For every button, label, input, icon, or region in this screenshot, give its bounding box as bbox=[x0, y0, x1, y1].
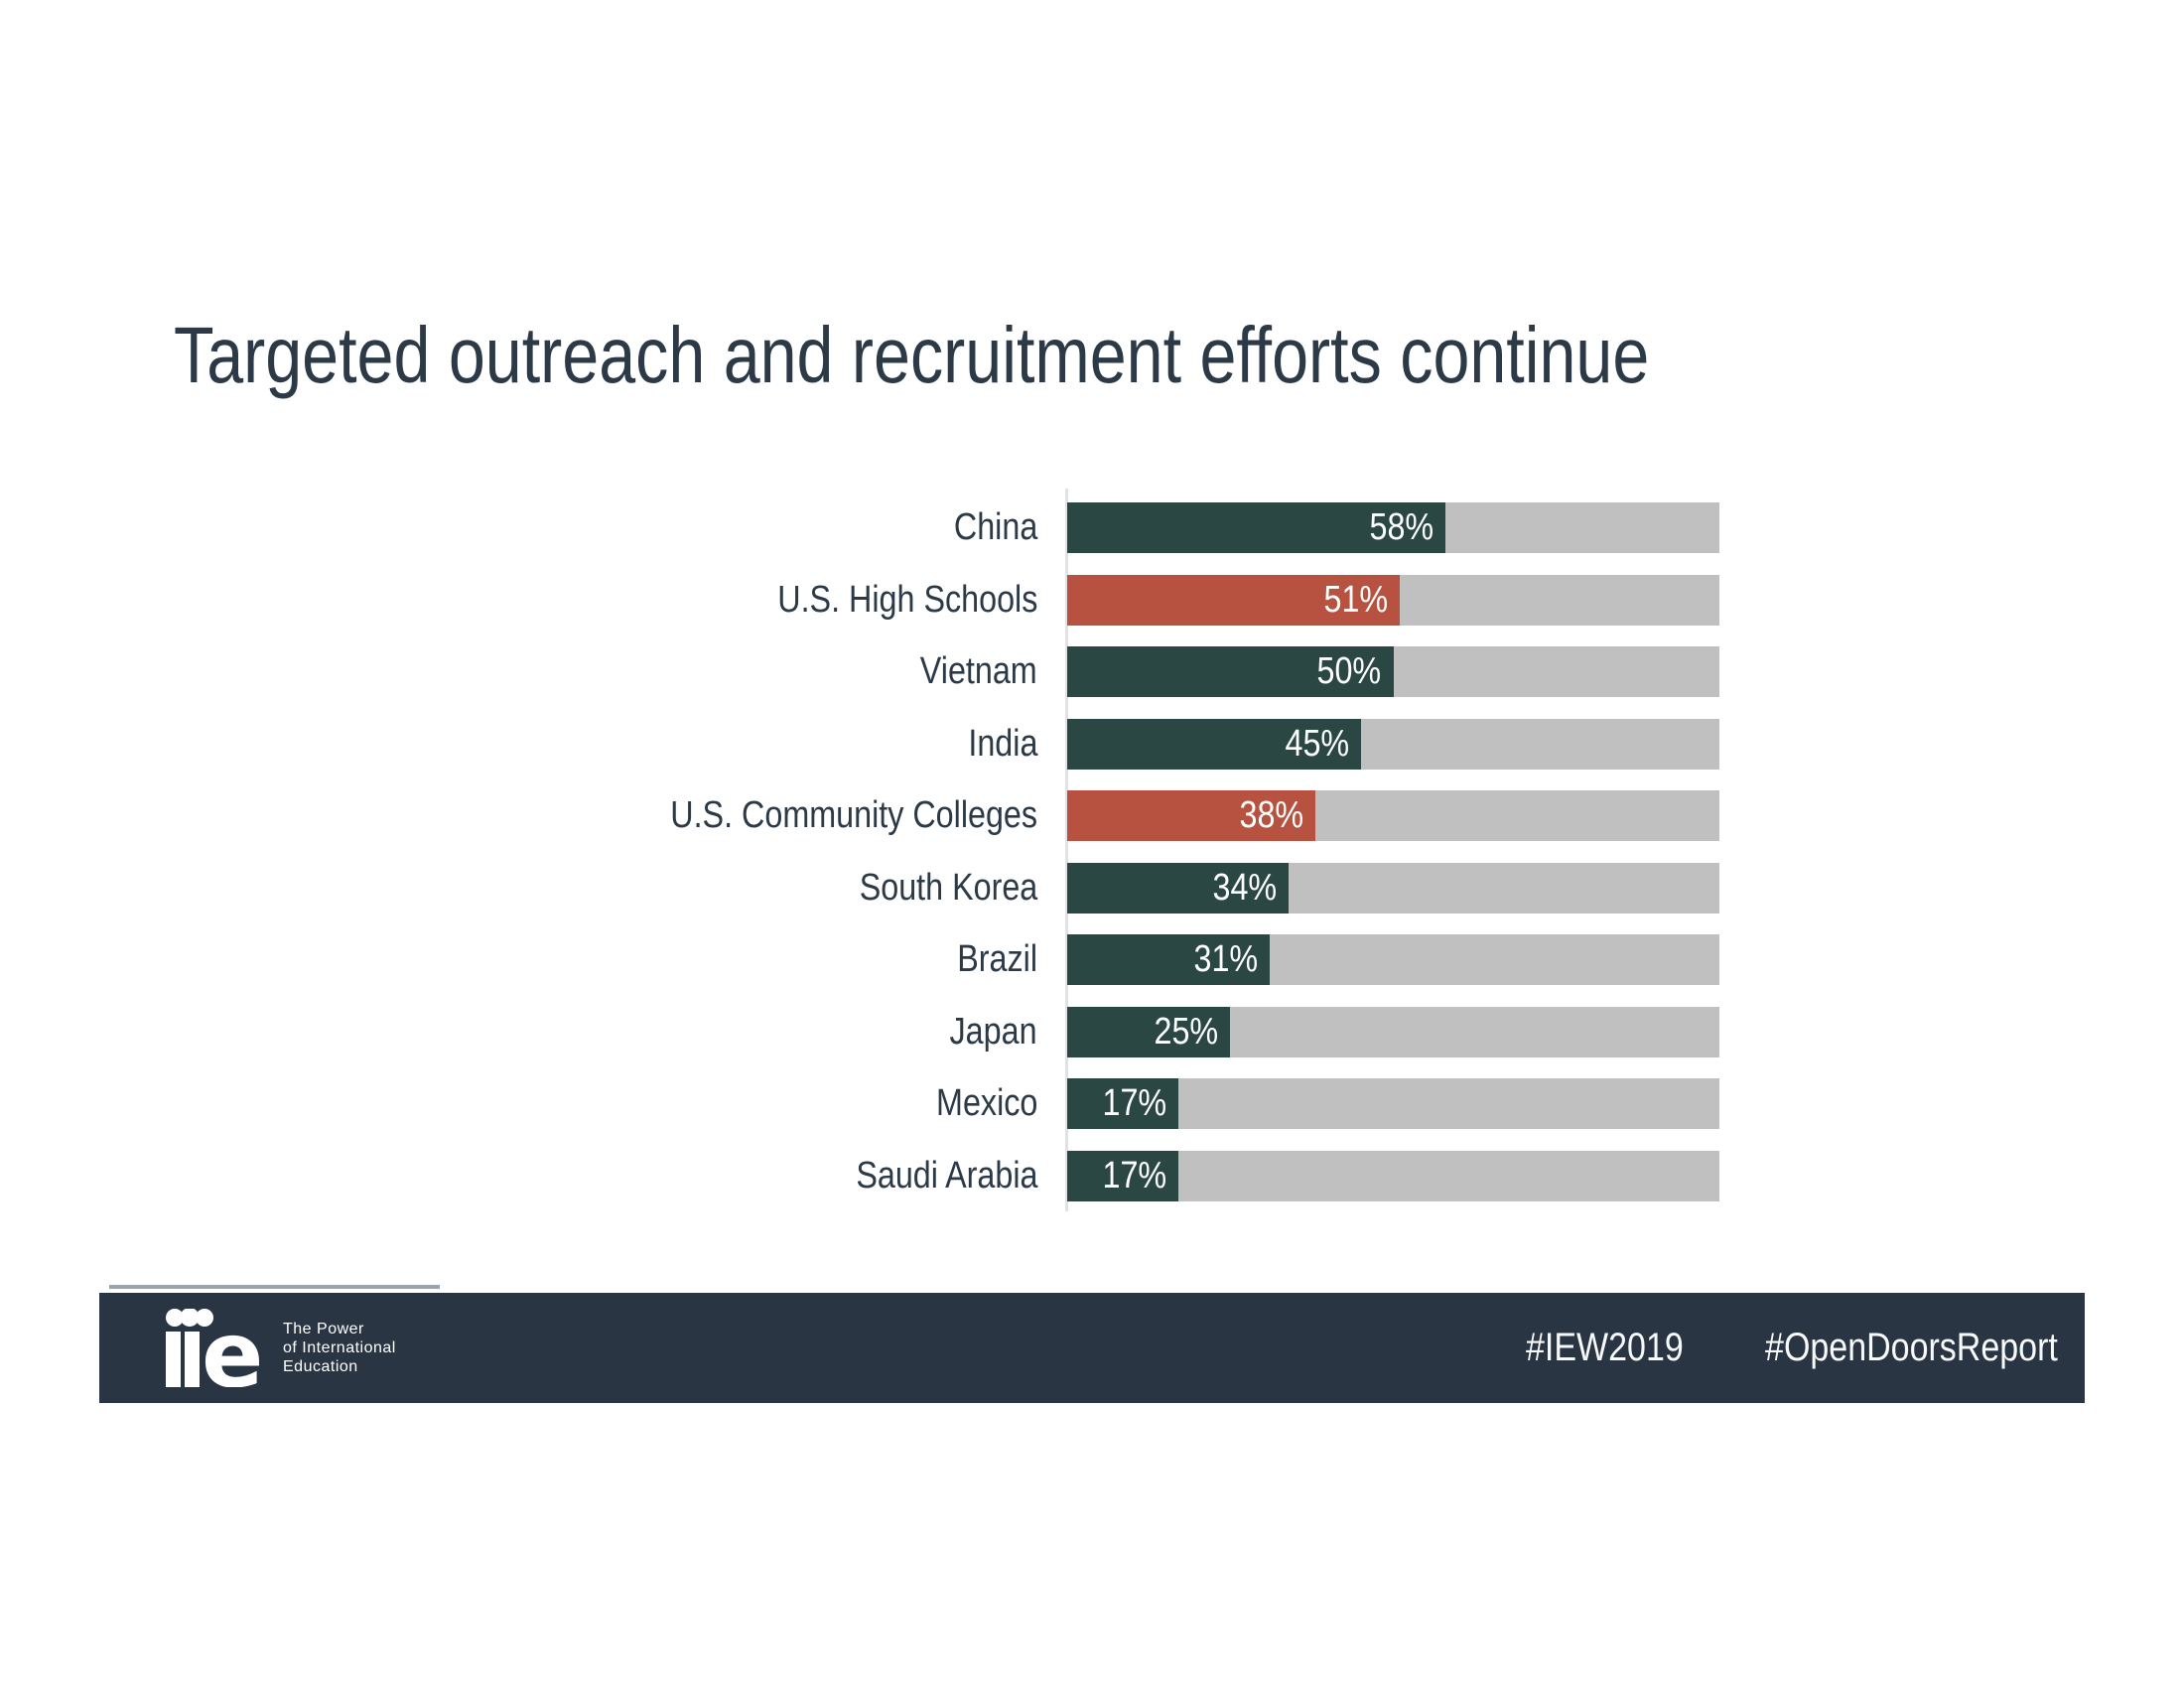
category-label: U.S. Community Colleges bbox=[670, 794, 1037, 836]
chart-row: Saudi Arabia 17% bbox=[0, 1150, 2184, 1201]
bar-value-label: 34% bbox=[1212, 866, 1278, 909]
category-label: U.S. High Schools bbox=[776, 578, 1037, 621]
bar-value-label: 17% bbox=[1102, 1082, 1166, 1124]
tagline-line-1: The Power bbox=[283, 1321, 364, 1337]
bar-track: 25% bbox=[1067, 1006, 1719, 1057]
bar-chart: China 58% U.S. High Schools 51% Vietnam 50% In… bbox=[0, 502, 2184, 1222]
category-label: Japan bbox=[949, 1010, 1037, 1053]
bar: 17% bbox=[1067, 1150, 1178, 1201]
category-label: South Korea bbox=[859, 866, 1037, 909]
bar: 50% bbox=[1067, 646, 1394, 697]
chart-row: Brazil 31% bbox=[0, 934, 2184, 985]
iie-logo-icon: e bbox=[166, 1309, 263, 1387]
bar-track: 58% bbox=[1067, 502, 1719, 553]
tagline-line-2: of International bbox=[283, 1339, 396, 1356]
bar-value-label: 50% bbox=[1316, 650, 1382, 692]
tagline-line-3: Education bbox=[283, 1358, 358, 1375]
bar-track: 34% bbox=[1067, 862, 1719, 914]
bar-track: 31% bbox=[1067, 934, 1719, 985]
page-title: Targeted outreach and recruitment effort… bbox=[174, 311, 1650, 399]
chart-row: U.S. High Schools 51% bbox=[0, 574, 2184, 626]
iie-tagline: The Power of International Education bbox=[283, 1320, 396, 1376]
bar-value-label: 17% bbox=[1102, 1154, 1166, 1196]
chart-row: South Korea 34% bbox=[0, 862, 2184, 914]
category-label: Saudi Arabia bbox=[855, 1154, 1037, 1196]
bar-track: 17% bbox=[1067, 1078, 1719, 1129]
footer-accent-line bbox=[109, 1285, 440, 1289]
category-label: Mexico bbox=[935, 1082, 1037, 1124]
bar-track: 38% bbox=[1067, 790, 1719, 841]
bar-track: 45% bbox=[1067, 718, 1719, 770]
bar: 58% bbox=[1067, 502, 1446, 553]
chart-row: U.S. Community Colleges 38% bbox=[0, 790, 2184, 841]
bar-track: 51% bbox=[1067, 574, 1719, 626]
bar-track: 17% bbox=[1067, 1150, 1719, 1201]
bar-value-label: 45% bbox=[1285, 722, 1349, 765]
chart-row: India 45% bbox=[0, 718, 2184, 770]
bar: 38% bbox=[1067, 790, 1315, 841]
bar-value-label: 51% bbox=[1323, 578, 1389, 621]
bar-value-label: 58% bbox=[1369, 506, 1434, 548]
chart-axis-line bbox=[1065, 489, 1068, 1211]
bar: 31% bbox=[1067, 934, 1270, 985]
chart-row: Japan 25% bbox=[0, 1006, 2184, 1057]
bar-value-label: 25% bbox=[1154, 1010, 1219, 1053]
bar-track: 50% bbox=[1067, 646, 1719, 697]
category-label: Brazil bbox=[957, 938, 1037, 980]
chart-row: Mexico 17% bbox=[0, 1078, 2184, 1129]
hashtag-opendoorsreport: #OpenDoorsReport bbox=[1765, 1326, 2058, 1369]
bar: 34% bbox=[1067, 862, 1290, 914]
category-label: India bbox=[967, 722, 1037, 765]
iie-logo: e The Power of International Education bbox=[166, 1309, 396, 1387]
bar: 45% bbox=[1067, 718, 1361, 770]
chart-row: Vietnam 50% bbox=[0, 646, 2184, 697]
footer-bar: e The Power of International Education #… bbox=[99, 1293, 2085, 1403]
footer-hashtags: #IEW2019 #OpenDoorsReport bbox=[1498, 1326, 2058, 1370]
category-label: Vietnam bbox=[920, 650, 1037, 692]
bar: 17% bbox=[1067, 1078, 1178, 1129]
bar: 25% bbox=[1067, 1006, 1231, 1057]
category-label: China bbox=[953, 506, 1037, 548]
bar: 51% bbox=[1067, 574, 1401, 626]
bar-value-label: 31% bbox=[1193, 938, 1258, 980]
chart-row: China 58% bbox=[0, 502, 2184, 553]
svg-text:e: e bbox=[202, 1309, 263, 1387]
bar-value-label: 38% bbox=[1239, 794, 1303, 836]
hashtag-iew2019: #IEW2019 bbox=[1526, 1326, 1685, 1369]
